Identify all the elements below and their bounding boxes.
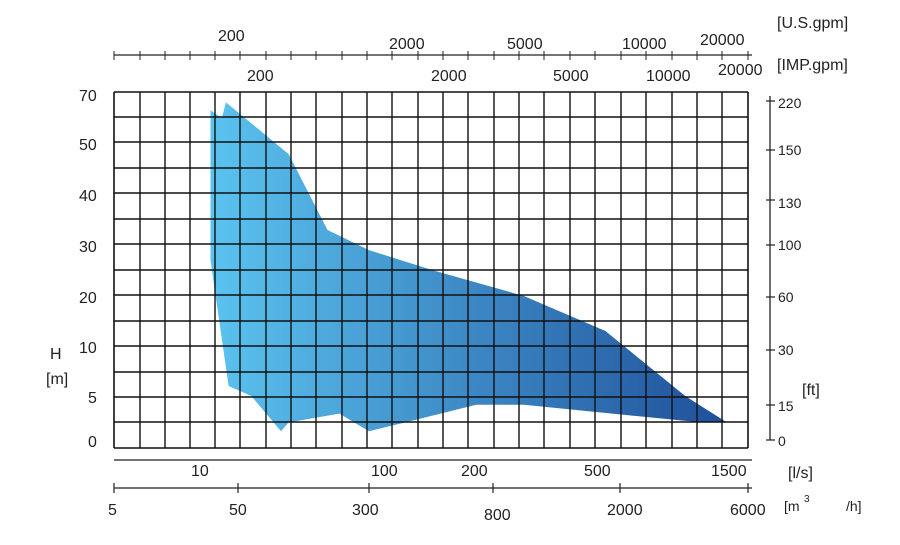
h-tick-40: 40: [79, 188, 97, 205]
ls-tick-500: 500: [584, 463, 611, 480]
m3h-tick-300: 300: [352, 502, 379, 519]
h-tick-50: 50: [79, 137, 97, 154]
usgpm-unit-label: [U.S.gpm]: [777, 15, 848, 32]
ft-tick-60: 60: [778, 289, 794, 305]
ft-tick-100: 100: [778, 237, 802, 253]
ls-tick-1500: 1500: [711, 463, 747, 480]
m3h-unit-part2: /h]: [846, 498, 862, 514]
m3h-tick-800: 800: [484, 507, 511, 524]
m3h-unit-superscript: 3: [804, 494, 810, 505]
impgpm-tick-20000: 20000: [718, 62, 763, 79]
ls-tick-100: 100: [371, 463, 398, 480]
ft-tick-220: 220: [778, 95, 802, 111]
top-axis-ticks: [113, 51, 749, 60]
ft-tick-0: 0: [778, 433, 786, 449]
usgpm-tick-2000: 2000: [389, 36, 425, 53]
ft-unit-label: [ft]: [802, 382, 820, 399]
ls-tick-200: 200: [461, 463, 488, 480]
ls-tick-10: 10: [191, 463, 209, 480]
impgpm-tick-5000: 5000: [553, 68, 589, 85]
ls-unit-label: [l/s]: [788, 465, 813, 482]
h-tick-5: 5: [88, 390, 97, 407]
h-axis-label: H: [50, 346, 62, 363]
h-tick-0: 0: [88, 434, 97, 451]
ft-tick-130: 130: [778, 195, 802, 211]
right-axis-ticks: [766, 100, 775, 441]
impgpm-unit-label: [IMP.gpm]: [777, 57, 848, 74]
h-tick-10: 10: [79, 340, 97, 357]
h-tick-70: 70: [79, 88, 97, 105]
ft-tick-15: 15: [778, 398, 794, 414]
m3h-tick-50: 50: [229, 502, 247, 519]
m3h-tick-5: 5: [108, 502, 117, 519]
m3h-unit-part1: [m: [784, 498, 800, 514]
ft-tick-30: 30: [778, 342, 794, 358]
chart-grid: [113, 91, 749, 449]
h-axis-unit: [m]: [46, 371, 68, 388]
impgpm-tick-2000: 2000: [431, 68, 467, 85]
impgpm-tick-200: 200: [247, 68, 274, 85]
m3h-tick-6000: 6000: [730, 502, 766, 519]
h-tick-30: 30: [79, 239, 97, 256]
bottom-axis-ticks: [113, 483, 749, 493]
usgpm-tick-200: 200: [218, 28, 245, 45]
usgpm-tick-5000: 5000: [507, 36, 543, 53]
usgpm-tick-20000: 20000: [700, 32, 745, 49]
m3h-tick-2000: 2000: [607, 502, 643, 519]
impgpm-tick-10000: 10000: [646, 68, 691, 85]
performance-envelope-area: [210, 102, 727, 432]
h-tick-20: 20: [79, 290, 97, 307]
ft-tick-150: 150: [778, 142, 802, 158]
usgpm-tick-10000: 10000: [622, 36, 667, 53]
